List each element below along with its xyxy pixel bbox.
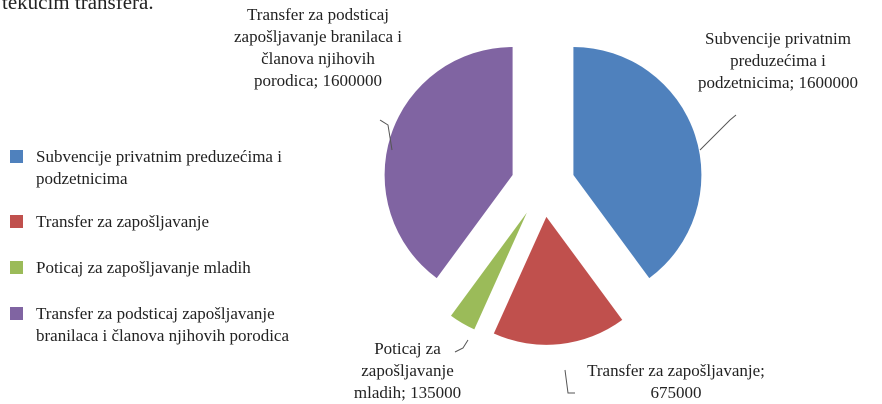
data-label: Transfer za zapošljavanje; 675000	[587, 361, 765, 402]
leader-line	[454, 339, 469, 353]
leader-line	[379, 119, 393, 151]
legend-swatch	[10, 307, 23, 320]
legend-swatch	[10, 150, 23, 163]
legend-label: Poticaj za zapošljavanje mladih	[36, 258, 251, 277]
legend-label: Subvencije privatnim preduzećima i podze…	[36, 147, 282, 188]
chart-title: tekućim transfera.	[2, 0, 154, 14]
data-label: Poticaj za zapošljavanje mladih; 135000	[353, 339, 462, 402]
legend-label: Transfer za podsticaj zapošljavanje bran…	[36, 304, 290, 345]
pie-slice	[573, 47, 702, 279]
leader-line	[699, 114, 737, 151]
pie-slice	[384, 47, 513, 279]
legend-label: Transfer za zapošljavanje	[36, 212, 210, 231]
data-label: Subvencije privatnim preduzećima i podze…	[697, 29, 859, 92]
data-label: Transfer za podsticaj zapošljavanje bran…	[233, 5, 403, 90]
leader-line	[564, 369, 575, 394]
pie-slice	[493, 216, 623, 345]
legend-swatch	[10, 215, 23, 228]
pie-slice	[450, 212, 527, 330]
legend-swatch	[10, 261, 23, 274]
